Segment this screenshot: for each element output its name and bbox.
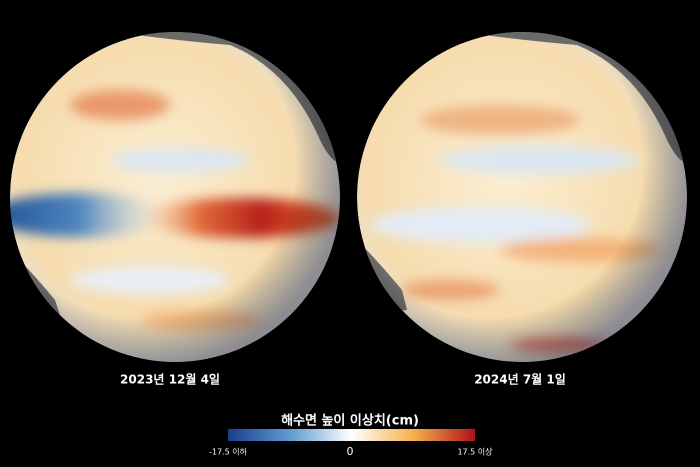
legend-min-label: -17.5 이하	[209, 447, 248, 457]
legend-title: 해수면 높이 이상치(cm)	[281, 413, 419, 429]
legend-max-label: 17.5 이상	[457, 447, 493, 457]
date-label: 2023년 12월 4일	[120, 372, 220, 387]
color-bar	[228, 429, 475, 441]
globe-2024	[357, 32, 687, 362]
legend-mid-label: 0	[347, 445, 354, 458]
globe-2023	[10, 32, 340, 362]
date-label: 2024년 7월 1일	[474, 372, 566, 387]
